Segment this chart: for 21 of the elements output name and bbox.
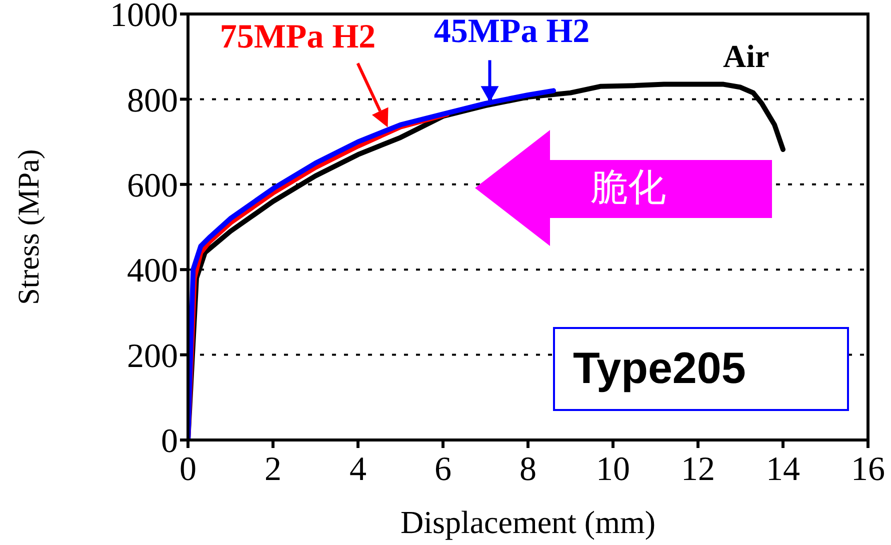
annotation: Type205 (553, 327, 849, 411)
x-tick-label: 4 (350, 451, 366, 488)
x-tick-label: 12 (681, 451, 715, 488)
x-tick-label: 14 (766, 451, 800, 488)
annotation: 45MPa H2 (434, 13, 590, 50)
y-tick-label: 800 (127, 82, 178, 120)
y-tick-label: 0 (161, 423, 178, 460)
x-axis-title: Displacement (mm) (400, 504, 656, 540)
y-tick-label: 1000 (110, 0, 178, 34)
x-tick-label: 16 (851, 451, 885, 488)
y-tick-label: 200 (127, 338, 178, 375)
annotation: 脆化 (590, 164, 666, 211)
annotation: 75MPa H2 (220, 18, 376, 56)
y-tick-label: 400 (127, 252, 178, 290)
x-tick-label: 8 (520, 451, 536, 488)
y-tick-label: 600 (127, 167, 178, 204)
x-tick-label: 6 (434, 451, 452, 488)
y-axis-title: Stress (MPa) (12, 149, 46, 305)
x-tick-label: 10 (596, 451, 630, 488)
annotation: Air (723, 38, 770, 75)
x-tick-label: 2 (264, 451, 282, 488)
